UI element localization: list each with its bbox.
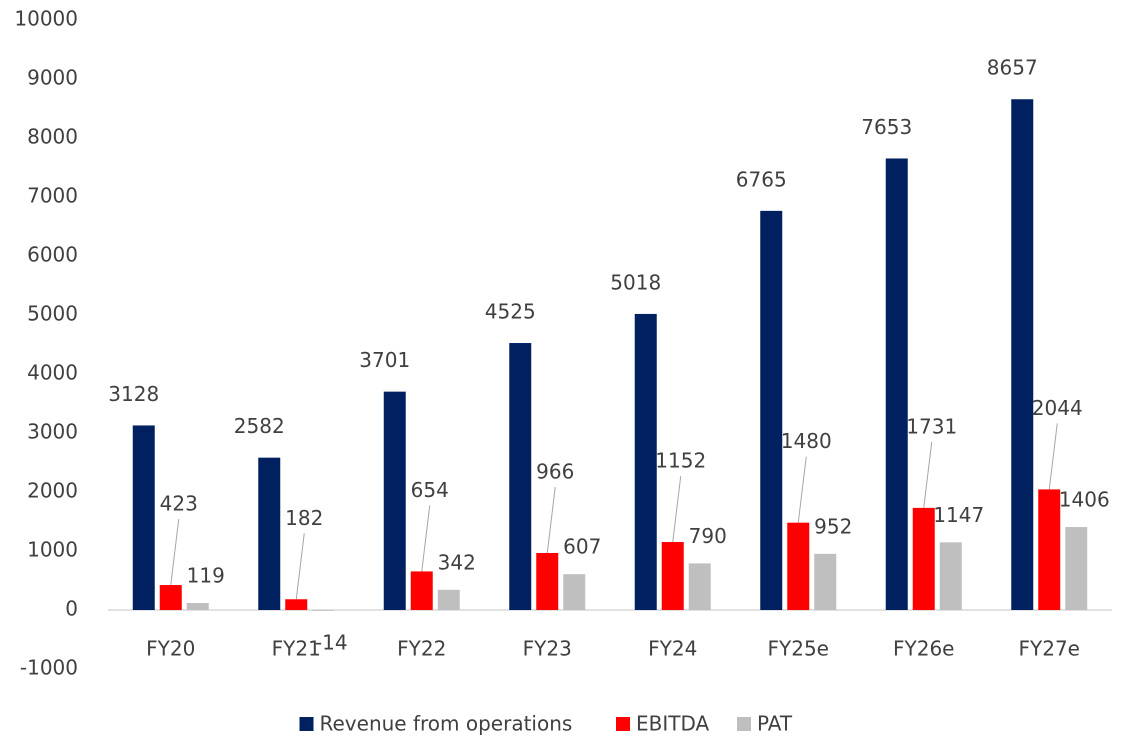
leader-line [295,533,305,600]
legend-label: EBITDA [636,712,710,736]
legend-swatch [616,717,630,731]
bar [688,563,711,610]
bar [159,585,182,610]
bar [760,210,783,611]
y-tick-label: 6000 [27,243,78,267]
data-label: 654 [411,478,449,502]
legend-label: PAT [757,712,793,736]
leader-line [421,505,431,572]
bar [563,574,586,610]
bar [437,589,460,610]
leader-line [797,456,807,523]
data-label: 119 [187,563,225,587]
x-tick-label: FY24 [648,637,697,661]
bar [885,158,908,610]
data-label: 342 [438,550,476,574]
bar [634,313,657,610]
data-label: 423 [160,492,198,516]
leader-line [170,518,180,586]
bar [939,542,962,610]
data-label: 966 [536,460,574,484]
data-label: 1147 [933,503,984,527]
data-label: 8657 [987,56,1038,80]
data-label: 5018 [610,270,661,294]
data-label: 790 [689,524,727,548]
data-label: 6765 [736,167,787,191]
y-tick-label: 5000 [27,302,78,326]
data-label: 607 [563,535,601,559]
bar [132,425,155,610]
x-tick-label: FY21 [272,637,321,661]
data-label: 1406 [1059,488,1110,512]
bar [509,343,532,610]
bar [661,542,684,610]
legend-swatch [299,717,314,731]
bar [258,457,281,610]
data-label: 952 [814,514,852,538]
y-tick-label: 3000 [27,420,78,444]
bar [410,571,433,610]
leader-line [1048,423,1058,490]
leader-line [546,486,556,554]
bar [912,507,935,610]
data-label: 182 [285,506,323,530]
leader-line [923,441,933,508]
y-tick-label: 9000 [27,66,78,90]
bar [1038,489,1061,610]
x-tick-label: FY22 [397,637,446,661]
bar [1011,99,1034,610]
y-tick-label: 2000 [27,479,78,503]
y-tick-label: 8000 [27,125,78,149]
data-label: 2582 [234,414,285,438]
bar [285,599,308,610]
data-label: 7653 [861,115,912,139]
data-label: 1731 [906,414,957,438]
bar [1065,527,1088,610]
data-label: 4525 [485,300,536,324]
bar [536,553,559,610]
bar [186,602,209,610]
data-label: 3701 [359,348,410,372]
y-tick-label: 1000 [27,538,78,562]
y-tick-label: 7000 [27,184,78,208]
x-tick-label: FY25e [768,637,829,661]
data-label: 1152 [655,449,706,473]
y-tick-label: -1000 [20,656,78,680]
y-tick-label: 10000 [14,7,78,31]
data-label: -14 [315,631,348,655]
data-label: 3128 [108,382,159,406]
data-label: 2044 [1032,396,1083,420]
leader-line [672,475,682,543]
x-tick-label: FY27e [1019,637,1080,661]
bar [787,522,810,610]
y-tick-label: 4000 [27,361,78,385]
bar [814,553,837,610]
x-tick-label: FY23 [523,637,572,661]
x-tick-label: FY26e [893,637,954,661]
x-tick-label: FY20 [146,637,195,661]
legend-swatch [737,717,751,731]
legend-label: Revenue from operations [320,712,573,736]
data-label: 1480 [781,429,832,453]
bar [383,391,406,610]
bar [312,610,335,611]
y-tick-label: 0 [65,597,78,621]
